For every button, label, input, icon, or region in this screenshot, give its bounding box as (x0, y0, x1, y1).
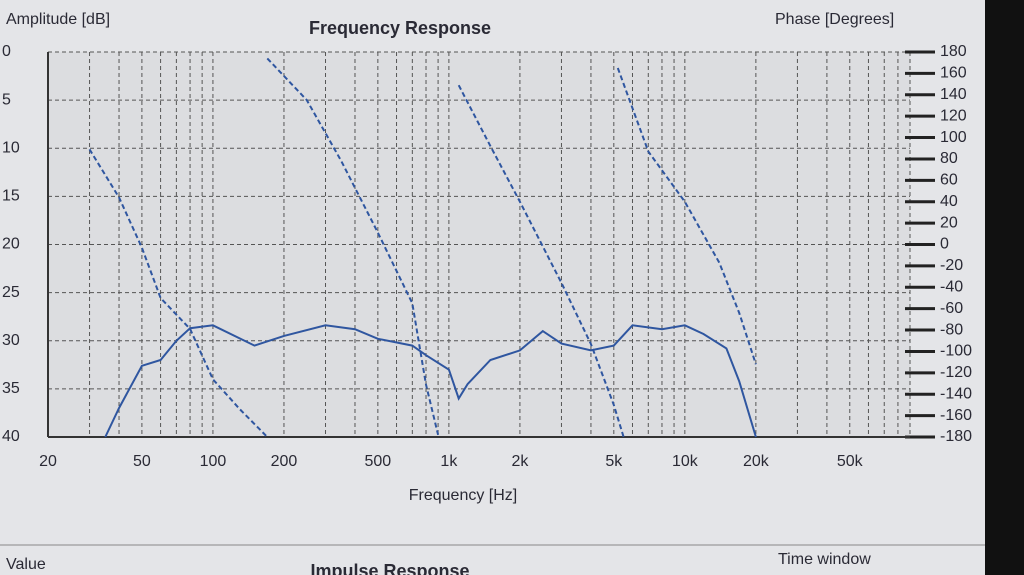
y2-tick-label: 180 (940, 43, 967, 60)
y-tick-label: 15 (2, 188, 20, 205)
y-tick-label: 5 (2, 91, 11, 108)
y2-tick-label: -20 (940, 257, 963, 274)
x-tick-label: 200 (271, 453, 298, 470)
y2-tick-label: 100 (940, 129, 967, 146)
panel-label: Value (6, 556, 46, 573)
x-tick-label: 500 (365, 453, 392, 470)
y2-tick-label: -40 (940, 278, 963, 295)
y2-tick-label: 120 (940, 107, 967, 124)
x-tick-label: 5k (605, 453, 623, 470)
panel-label: Time window (778, 551, 871, 568)
x-tick-label: 1k (440, 453, 458, 470)
y2-tick-label: 40 (940, 193, 958, 210)
y2-tick-label: -140 (940, 385, 972, 402)
y-tick-label: 40 (2, 428, 20, 445)
y2-tick-label: 80 (940, 150, 958, 167)
series-line (266, 57, 440, 436)
x-tick-label: 20k (743, 453, 770, 470)
x-tick-label: 20 (39, 453, 57, 470)
series-line (88, 148, 269, 438)
x-tick-label: 100 (200, 453, 227, 470)
x-axis-label: Frequency [Hz] (409, 487, 517, 504)
series-line (457, 84, 625, 438)
x-tick-label: 10k (672, 453, 699, 470)
panel-title: Impulse Response (310, 561, 469, 575)
y2-tick-label: 20 (940, 214, 958, 231)
y-tick-label: 10 (2, 139, 20, 156)
y2-tick-label: -160 (940, 407, 972, 424)
y2-tick-label: 60 (940, 172, 958, 189)
y-tick-label: 0 (2, 43, 11, 60)
y-axis-label: Amplitude [dB] (6, 11, 110, 28)
y2-tick-label: 140 (940, 86, 967, 103)
y2-axis-label: Phase [Degrees] (775, 11, 894, 28)
y-tick-label: 35 (2, 380, 20, 397)
y2-tick-label: 0 (940, 236, 949, 253)
y2-tick-label: -180 (940, 428, 972, 445)
y2-tick-label: -80 (940, 321, 963, 338)
y-tick-label: 30 (2, 332, 20, 349)
y2-tick-label: -120 (940, 364, 972, 381)
x-tick-label: 2k (511, 453, 529, 470)
x-tick-label: 50 (133, 453, 151, 470)
y2-tick-label: -100 (940, 343, 972, 360)
series-line (104, 324, 757, 438)
chart-title: Frequency Response (309, 18, 491, 38)
x-tick-label: 50k (837, 453, 864, 470)
y-tick-label: 25 (2, 284, 20, 301)
y2-tick-label: 160 (940, 65, 967, 82)
series-line (616, 67, 757, 365)
y2-tick-label: -60 (940, 300, 963, 317)
y-tick-label: 20 (2, 236, 20, 253)
